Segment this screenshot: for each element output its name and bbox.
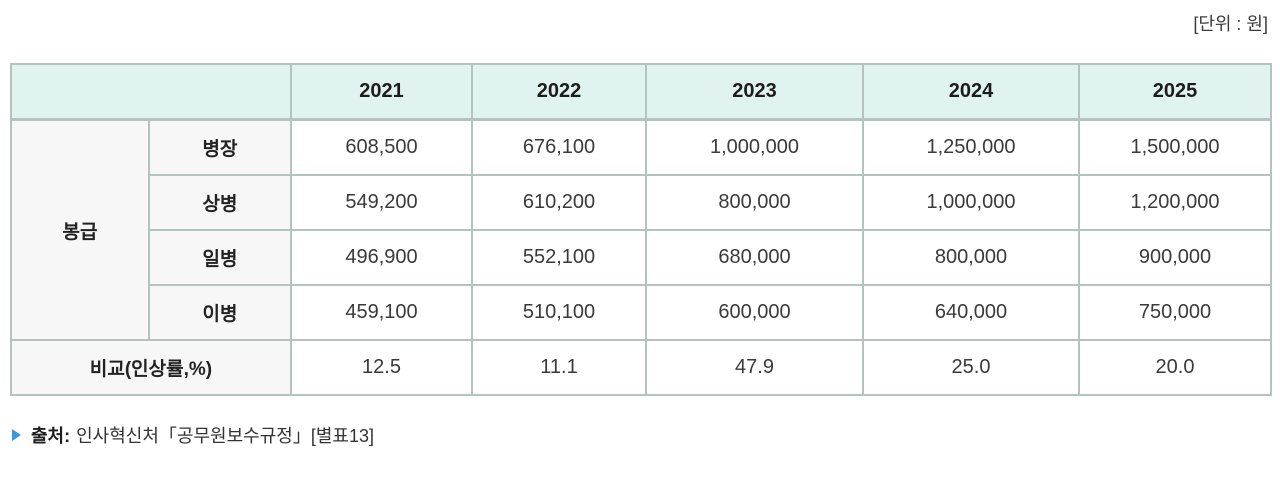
pay-cell: 1,250,000	[862, 118, 1080, 176]
rank-label: 이병	[148, 284, 292, 341]
pay-cell: 496,900	[290, 229, 473, 286]
header-row: 2021 2022 2023 2024 2025	[10, 63, 1272, 121]
row-group-label: 봉급	[10, 118, 150, 341]
source-label: 출처:	[31, 426, 71, 446]
pay-cell: 600,000	[645, 284, 864, 341]
table-row-ilbyeong: 일병 496,900 552,100 680,000 800,000 900,0…	[11, 229, 1272, 286]
pay-cell: 680,000	[645, 229, 864, 286]
table-row-byeongjang: 봉급 병장 608,500 676,100 1,000,000 1,250,00…	[10, 118, 1272, 341]
pay-cell: 1,200,000	[1078, 174, 1272, 231]
rate-cell: 11.1	[471, 339, 647, 396]
rank-label: 병장	[148, 118, 292, 176]
table-row-increase-rate: 비교(인상률,%) 12.5 11.1 47.9 25.0 20.0	[10, 339, 1272, 396]
rank-label: 일병	[148, 229, 292, 286]
pay-cell: 676,100	[471, 118, 647, 176]
table-row-ibyeong: 이병 459,100 510,100 600,000 640,000 750,0…	[11, 284, 1272, 341]
year-header-2021: 2021	[290, 63, 473, 121]
arrow-right-icon	[12, 429, 21, 441]
year-header-2025: 2025	[1078, 63, 1272, 121]
year-header-2024: 2024	[862, 63, 1080, 121]
rate-cell: 47.9	[645, 339, 864, 396]
table-row-sangbyeong: 상병 549,200 610,200 800,000 1,000,000 1,2…	[11, 174, 1272, 231]
rate-cell: 12.5	[290, 339, 473, 396]
pay-cell: 800,000	[862, 229, 1080, 286]
pay-cell: 608,500	[290, 118, 473, 176]
military-pay-table: 2021 2022 2023 2024 2025 봉급 병장 608,500 6…	[10, 63, 1272, 396]
pay-cell: 1,000,000	[645, 118, 864, 176]
pay-cell: 459,100	[290, 284, 473, 341]
source-text: 인사혁신처「공무원보수규정」[별표13]	[76, 426, 374, 446]
pay-cell: 750,000	[1078, 284, 1272, 341]
pay-cell: 610,200	[471, 174, 647, 231]
pay-cell: 800,000	[645, 174, 864, 231]
pay-cell: 549,200	[290, 174, 473, 231]
pay-cell: 1,000,000	[862, 174, 1080, 231]
source-citation: 출처: 인사혁신처「공무원보수규정」[별표13]	[10, 422, 1270, 448]
corner-cell	[10, 63, 292, 121]
year-header-2022: 2022	[471, 63, 647, 121]
pay-cell: 552,100	[471, 229, 647, 286]
pay-cell: 900,000	[1078, 229, 1272, 286]
year-header-2023: 2023	[645, 63, 864, 121]
pay-cell: 1,500,000	[1078, 118, 1272, 176]
pay-cell: 640,000	[862, 284, 1080, 341]
rate-cell: 20.0	[1078, 339, 1272, 396]
rank-label: 상병	[148, 174, 292, 231]
unit-label: [단위 : 원]	[1193, 14, 1268, 34]
rate-cell: 25.0	[862, 339, 1080, 396]
pay-cell: 510,100	[471, 284, 647, 341]
increase-rate-label: 비교(인상률,%)	[10, 339, 292, 396]
